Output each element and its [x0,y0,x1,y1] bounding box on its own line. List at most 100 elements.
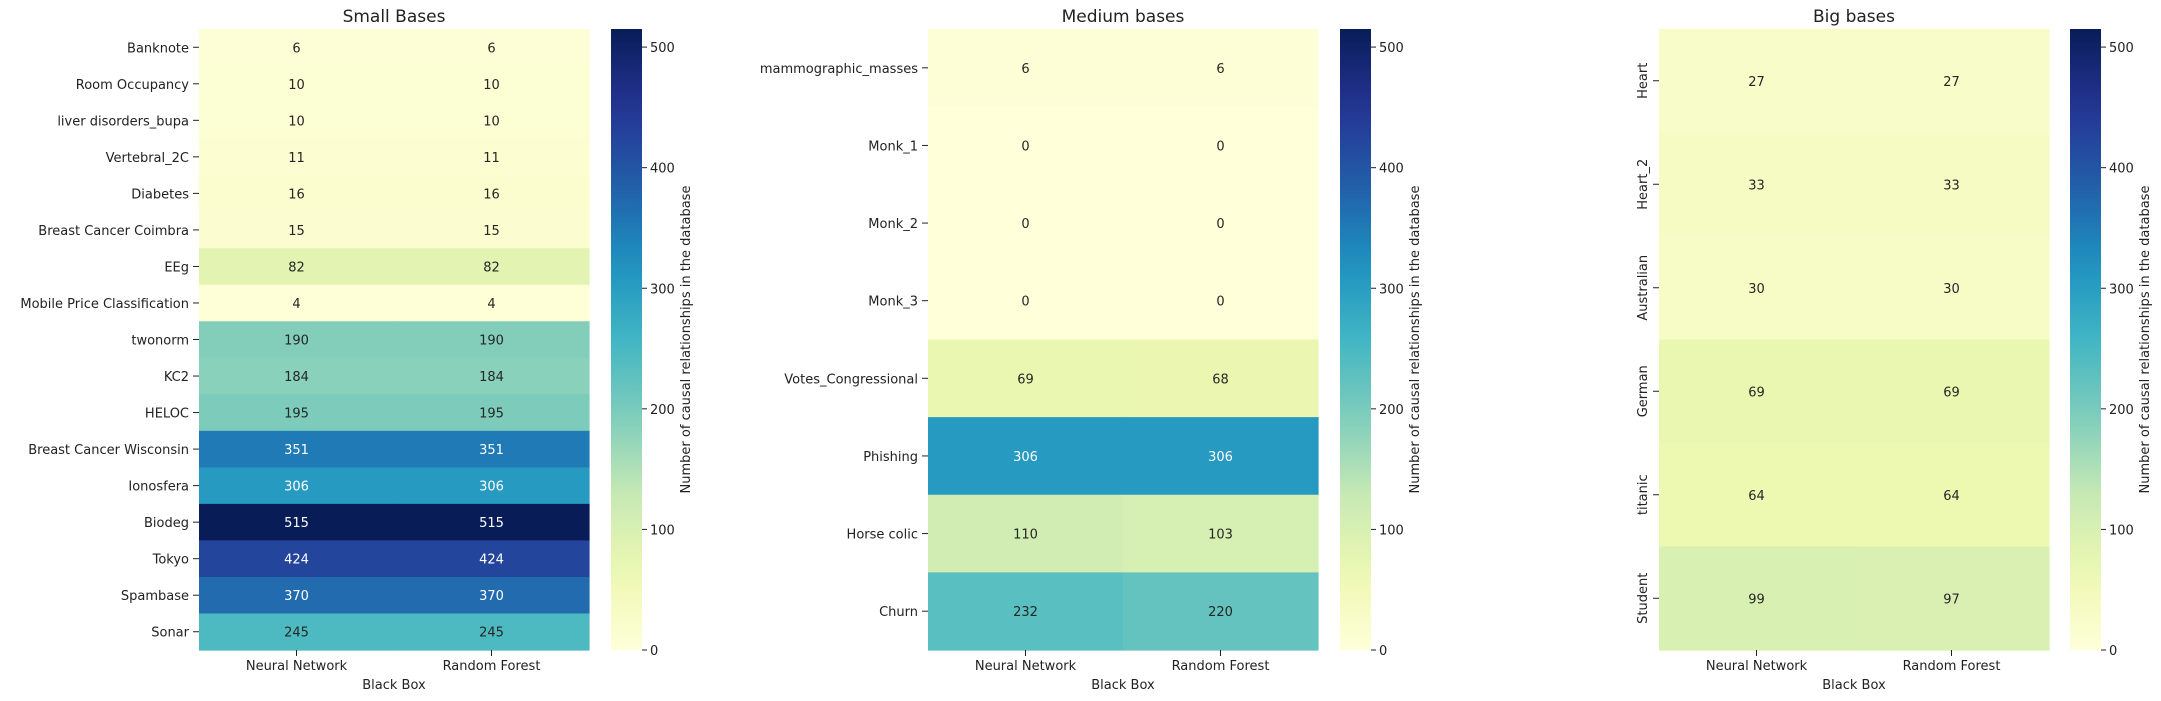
cell-value-label: 190 [479,334,504,349]
heatmap-cell [928,106,1124,185]
cell-value-label: 69 [1748,385,1765,400]
y-tick-label: Monk_1 [868,139,918,154]
y-tick-label: Banknote [127,41,189,56]
heatmap-cell [928,29,1124,108]
colorbar-tick-label: 300 [2109,282,2134,297]
cell-value-label: 82 [288,260,305,275]
cell-value-label: 0 [1216,217,1224,232]
heatmap-cell [199,211,395,249]
y-tick-label: Heart [1636,63,1651,99]
heatmap-cell [928,494,1124,573]
panel-title: Big bases [1813,7,1895,27]
y-tick-label: Diabetes [131,187,189,202]
colorbar-label: Number of causal relationships in the da… [2138,186,2153,494]
cell-value-label: 69 [1017,372,1034,387]
cell-value-label: 64 [1943,489,1960,504]
y-tick-label: Breast Cancer Coimbra [38,224,189,239]
heatmap-cell [1854,236,2050,341]
cell-value-label: 82 [483,260,500,275]
cell-value-label: 99 [1748,592,1765,607]
cell-value-label: 370 [284,589,309,604]
heatmap-cell [1123,417,1319,496]
cell-value-label: 195 [284,407,309,422]
y-tick-label: Mobile Price Classification [20,297,189,312]
cell-value-label: 4 [487,297,495,312]
cell-value-label: 515 [284,516,309,531]
cell-value-label: 232 [1013,605,1038,620]
cell-value-label: 0 [1021,217,1029,232]
x-axis-label: Black Box [362,678,426,693]
y-tick-label: Horse colic [847,528,918,543]
heatmap-cell [394,29,590,67]
cell-value-label: 15 [288,224,305,239]
x-tick-label: Neural Network [246,659,348,674]
heatmap-cell [199,503,395,542]
y-tick-label: Spambase [121,589,189,604]
colorbar [2070,29,2101,650]
heatmap-cell [199,613,395,651]
y-tick-label: Phishing [863,450,918,465]
cell-value-label: 11 [288,151,305,166]
heatmap-cell [928,572,1124,651]
cell-value-label: 184 [284,370,309,385]
colorbar-label: Number of causal relationships in the da… [1408,186,1423,494]
heatmap-cell [394,540,590,578]
colorbar [1340,29,1371,650]
cell-value-label: 306 [1013,450,1038,465]
cell-value-label: 190 [284,334,309,349]
cell-value-label: 110 [1013,528,1038,543]
heatmap-cell [928,339,1124,418]
cell-value-label: 103 [1208,528,1233,543]
y-tick-label: Biodeg [144,516,189,531]
heatmap-cell [199,138,395,176]
heatmap-cell [199,248,395,286]
cell-value-label: 30 [1943,282,1960,297]
colorbar-tick-label: 400 [2109,162,2134,177]
heatmap-cell [1123,184,1319,263]
heatmap-cell [394,394,590,432]
cell-value-label: 306 [1208,450,1233,465]
colorbar-tick-label: 500 [2109,41,2134,56]
colorbar [611,29,642,650]
cell-value-label: 33 [1748,178,1765,193]
heatmap-cell [1123,29,1319,108]
heatmap-cell [1854,339,2050,444]
cell-value-label: 27 [1748,75,1765,90]
y-tick-label: titanic [1636,474,1651,515]
heatmap-cell [394,248,590,286]
cell-value-label: 30 [1748,282,1765,297]
y-tick-label: EEg [164,260,189,275]
colorbar-tick-label: 0 [1379,644,1387,659]
y-tick-label: mammographic_masses [760,62,918,77]
heatmap-cell [199,430,395,468]
cell-value-label: 68 [1212,372,1229,387]
y-tick-label: Vertebral_2C [106,151,189,166]
cell-value-label: 0 [1216,139,1224,154]
y-tick-label: Monk_3 [868,295,918,310]
cell-value-label: 351 [479,443,504,458]
x-tick-label: Random Forest [1172,659,1270,674]
cell-value-label: 220 [1208,605,1233,620]
heatmap-cell [1123,572,1319,651]
y-tick-label: Breast Cancer Wisconsin [28,443,189,458]
colorbar-tick-label: 200 [1379,403,1404,418]
cell-value-label: 245 [284,626,309,641]
y-tick-label: Student [1636,573,1651,624]
heatmap-cell [394,430,590,468]
cell-value-label: 195 [479,407,504,422]
cell-value-label: 370 [479,589,504,604]
cell-value-label: 0 [1021,295,1029,310]
colorbar-tick-label: 300 [1379,282,1404,297]
y-tick-label: twonorm [131,334,189,349]
cell-value-label: 351 [284,443,309,458]
cell-value-label: 69 [1943,385,1960,400]
cell-value-label: 0 [1216,295,1224,310]
heatmap-cell [928,184,1124,263]
heatmap-cell [199,175,395,213]
heatmap-cell [928,261,1124,341]
heatmap-cell [199,467,395,505]
heatmap-cell [394,576,590,615]
heatmap-cell [1123,106,1319,185]
colorbar-tick-label: 100 [650,523,675,538]
heatmap-cell [1123,261,1319,341]
